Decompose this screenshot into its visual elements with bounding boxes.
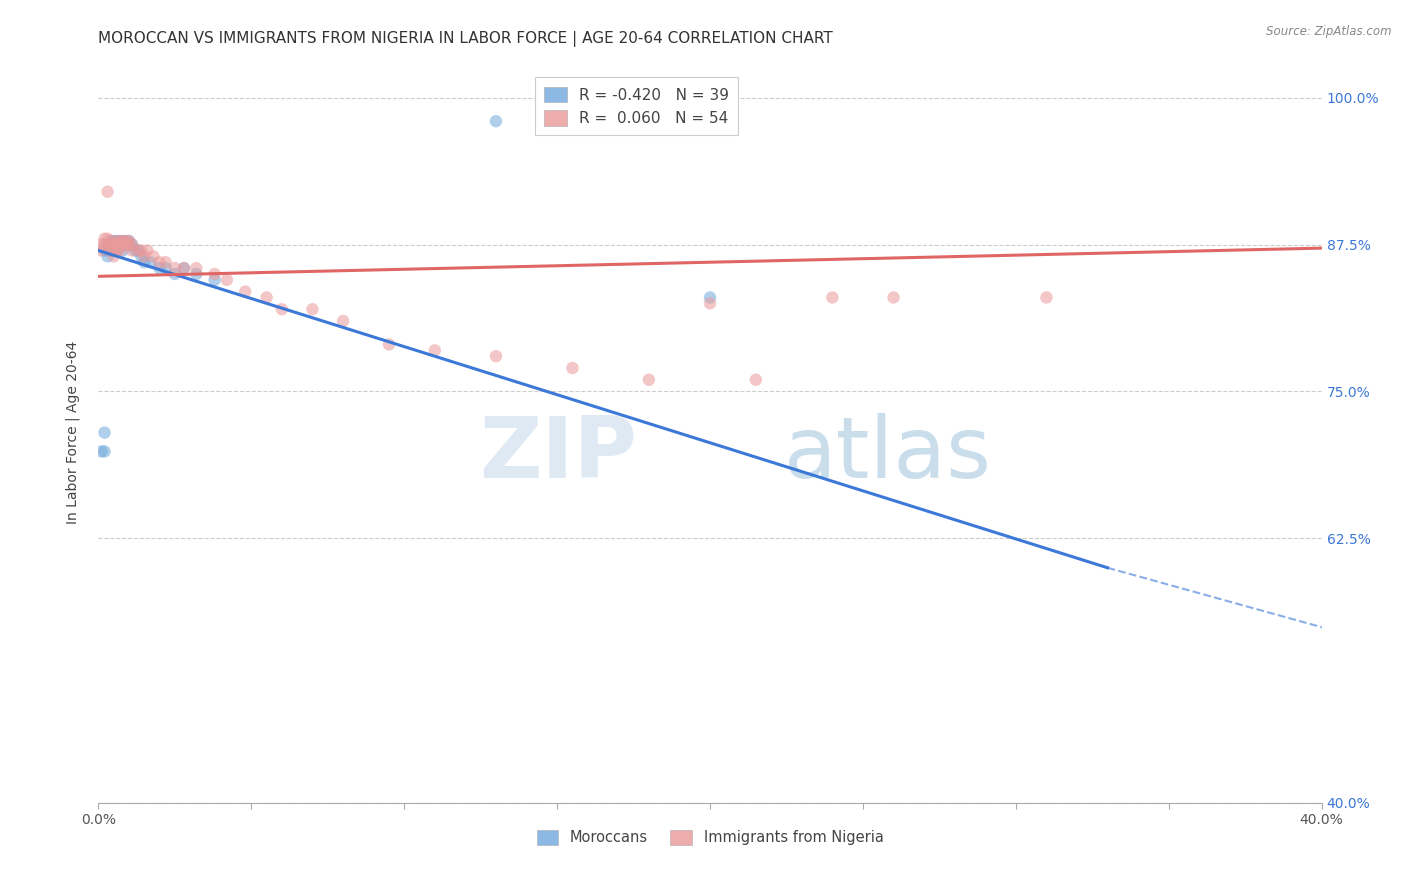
Point xyxy=(883,290,905,304)
Point xyxy=(105,237,128,252)
Point xyxy=(256,290,278,304)
Point xyxy=(124,244,146,258)
Point xyxy=(115,234,138,248)
Point xyxy=(821,290,844,304)
Point xyxy=(97,237,120,252)
Point xyxy=(105,237,128,252)
Point xyxy=(108,234,131,248)
Point xyxy=(745,373,768,387)
Point xyxy=(139,255,162,269)
Point xyxy=(204,273,226,287)
Point xyxy=(105,234,128,248)
Point xyxy=(90,244,112,258)
Point xyxy=(108,244,131,258)
Point xyxy=(142,249,165,263)
Point xyxy=(103,249,125,263)
Point xyxy=(100,234,122,248)
Point xyxy=(127,244,149,258)
Point xyxy=(423,343,446,358)
Point xyxy=(561,361,583,376)
Point xyxy=(149,261,172,276)
Point xyxy=(699,296,721,310)
Point xyxy=(100,237,122,252)
Point xyxy=(115,237,138,252)
Point xyxy=(215,273,238,287)
Point xyxy=(103,244,125,258)
Point xyxy=(121,237,143,252)
Point xyxy=(90,444,112,458)
Text: ZIP: ZIP xyxy=(479,413,637,496)
Text: Source: ZipAtlas.com: Source: ZipAtlas.com xyxy=(1267,25,1392,38)
Point xyxy=(121,237,143,252)
Point xyxy=(105,244,128,258)
Legend: Moroccans, Immigrants from Nigeria: Moroccans, Immigrants from Nigeria xyxy=(530,824,890,851)
Point xyxy=(163,261,186,276)
Point xyxy=(105,234,128,248)
Point xyxy=(118,234,141,248)
Point xyxy=(103,234,125,248)
Y-axis label: In Labor Force | Age 20-64: In Labor Force | Age 20-64 xyxy=(65,341,80,524)
Point xyxy=(173,261,195,276)
Point xyxy=(111,237,134,252)
Point xyxy=(163,267,186,281)
Point xyxy=(100,234,122,248)
Point xyxy=(93,232,115,246)
Point xyxy=(155,255,177,269)
Point xyxy=(93,244,115,258)
Point xyxy=(100,237,122,252)
Point xyxy=(97,249,120,263)
Point xyxy=(485,349,508,363)
Text: atlas: atlas xyxy=(783,413,991,496)
Point xyxy=(129,249,152,263)
Point xyxy=(111,237,134,252)
Point xyxy=(93,425,115,440)
Point xyxy=(108,237,131,252)
Point xyxy=(127,244,149,258)
Point xyxy=(186,261,208,276)
Text: MOROCCAN VS IMMIGRANTS FROM NIGERIA IN LABOR FORCE | AGE 20-64 CORRELATION CHART: MOROCCAN VS IMMIGRANTS FROM NIGERIA IN L… xyxy=(98,31,834,47)
Point xyxy=(270,302,292,317)
Point xyxy=(186,267,208,281)
Point xyxy=(97,232,120,246)
Point xyxy=(103,244,125,258)
Point xyxy=(97,244,120,258)
Point xyxy=(121,244,143,258)
Point xyxy=(103,237,125,252)
Point xyxy=(115,234,138,248)
Point xyxy=(332,314,354,328)
Point xyxy=(103,237,125,252)
Point xyxy=(93,444,115,458)
Point xyxy=(118,237,141,252)
Point xyxy=(93,237,115,252)
Point xyxy=(637,373,661,387)
Point xyxy=(111,234,134,248)
Point xyxy=(134,249,156,263)
Point xyxy=(149,255,172,269)
Point xyxy=(485,114,508,128)
Point xyxy=(90,237,112,252)
Point xyxy=(118,234,141,248)
Point xyxy=(129,244,152,258)
Point xyxy=(100,244,122,258)
Point xyxy=(233,285,256,299)
Point xyxy=(111,244,134,258)
Point xyxy=(134,255,156,269)
Point xyxy=(118,237,141,252)
Point xyxy=(173,261,195,276)
Point xyxy=(378,337,401,351)
Point xyxy=(105,244,128,258)
Point xyxy=(155,261,177,276)
Point xyxy=(1035,290,1057,304)
Point xyxy=(111,234,134,248)
Point xyxy=(301,302,323,317)
Point xyxy=(136,244,159,258)
Point xyxy=(108,234,131,248)
Point xyxy=(108,237,131,252)
Point xyxy=(699,290,721,304)
Point xyxy=(204,267,226,281)
Point xyxy=(100,244,122,258)
Point xyxy=(97,185,120,199)
Point xyxy=(115,237,138,252)
